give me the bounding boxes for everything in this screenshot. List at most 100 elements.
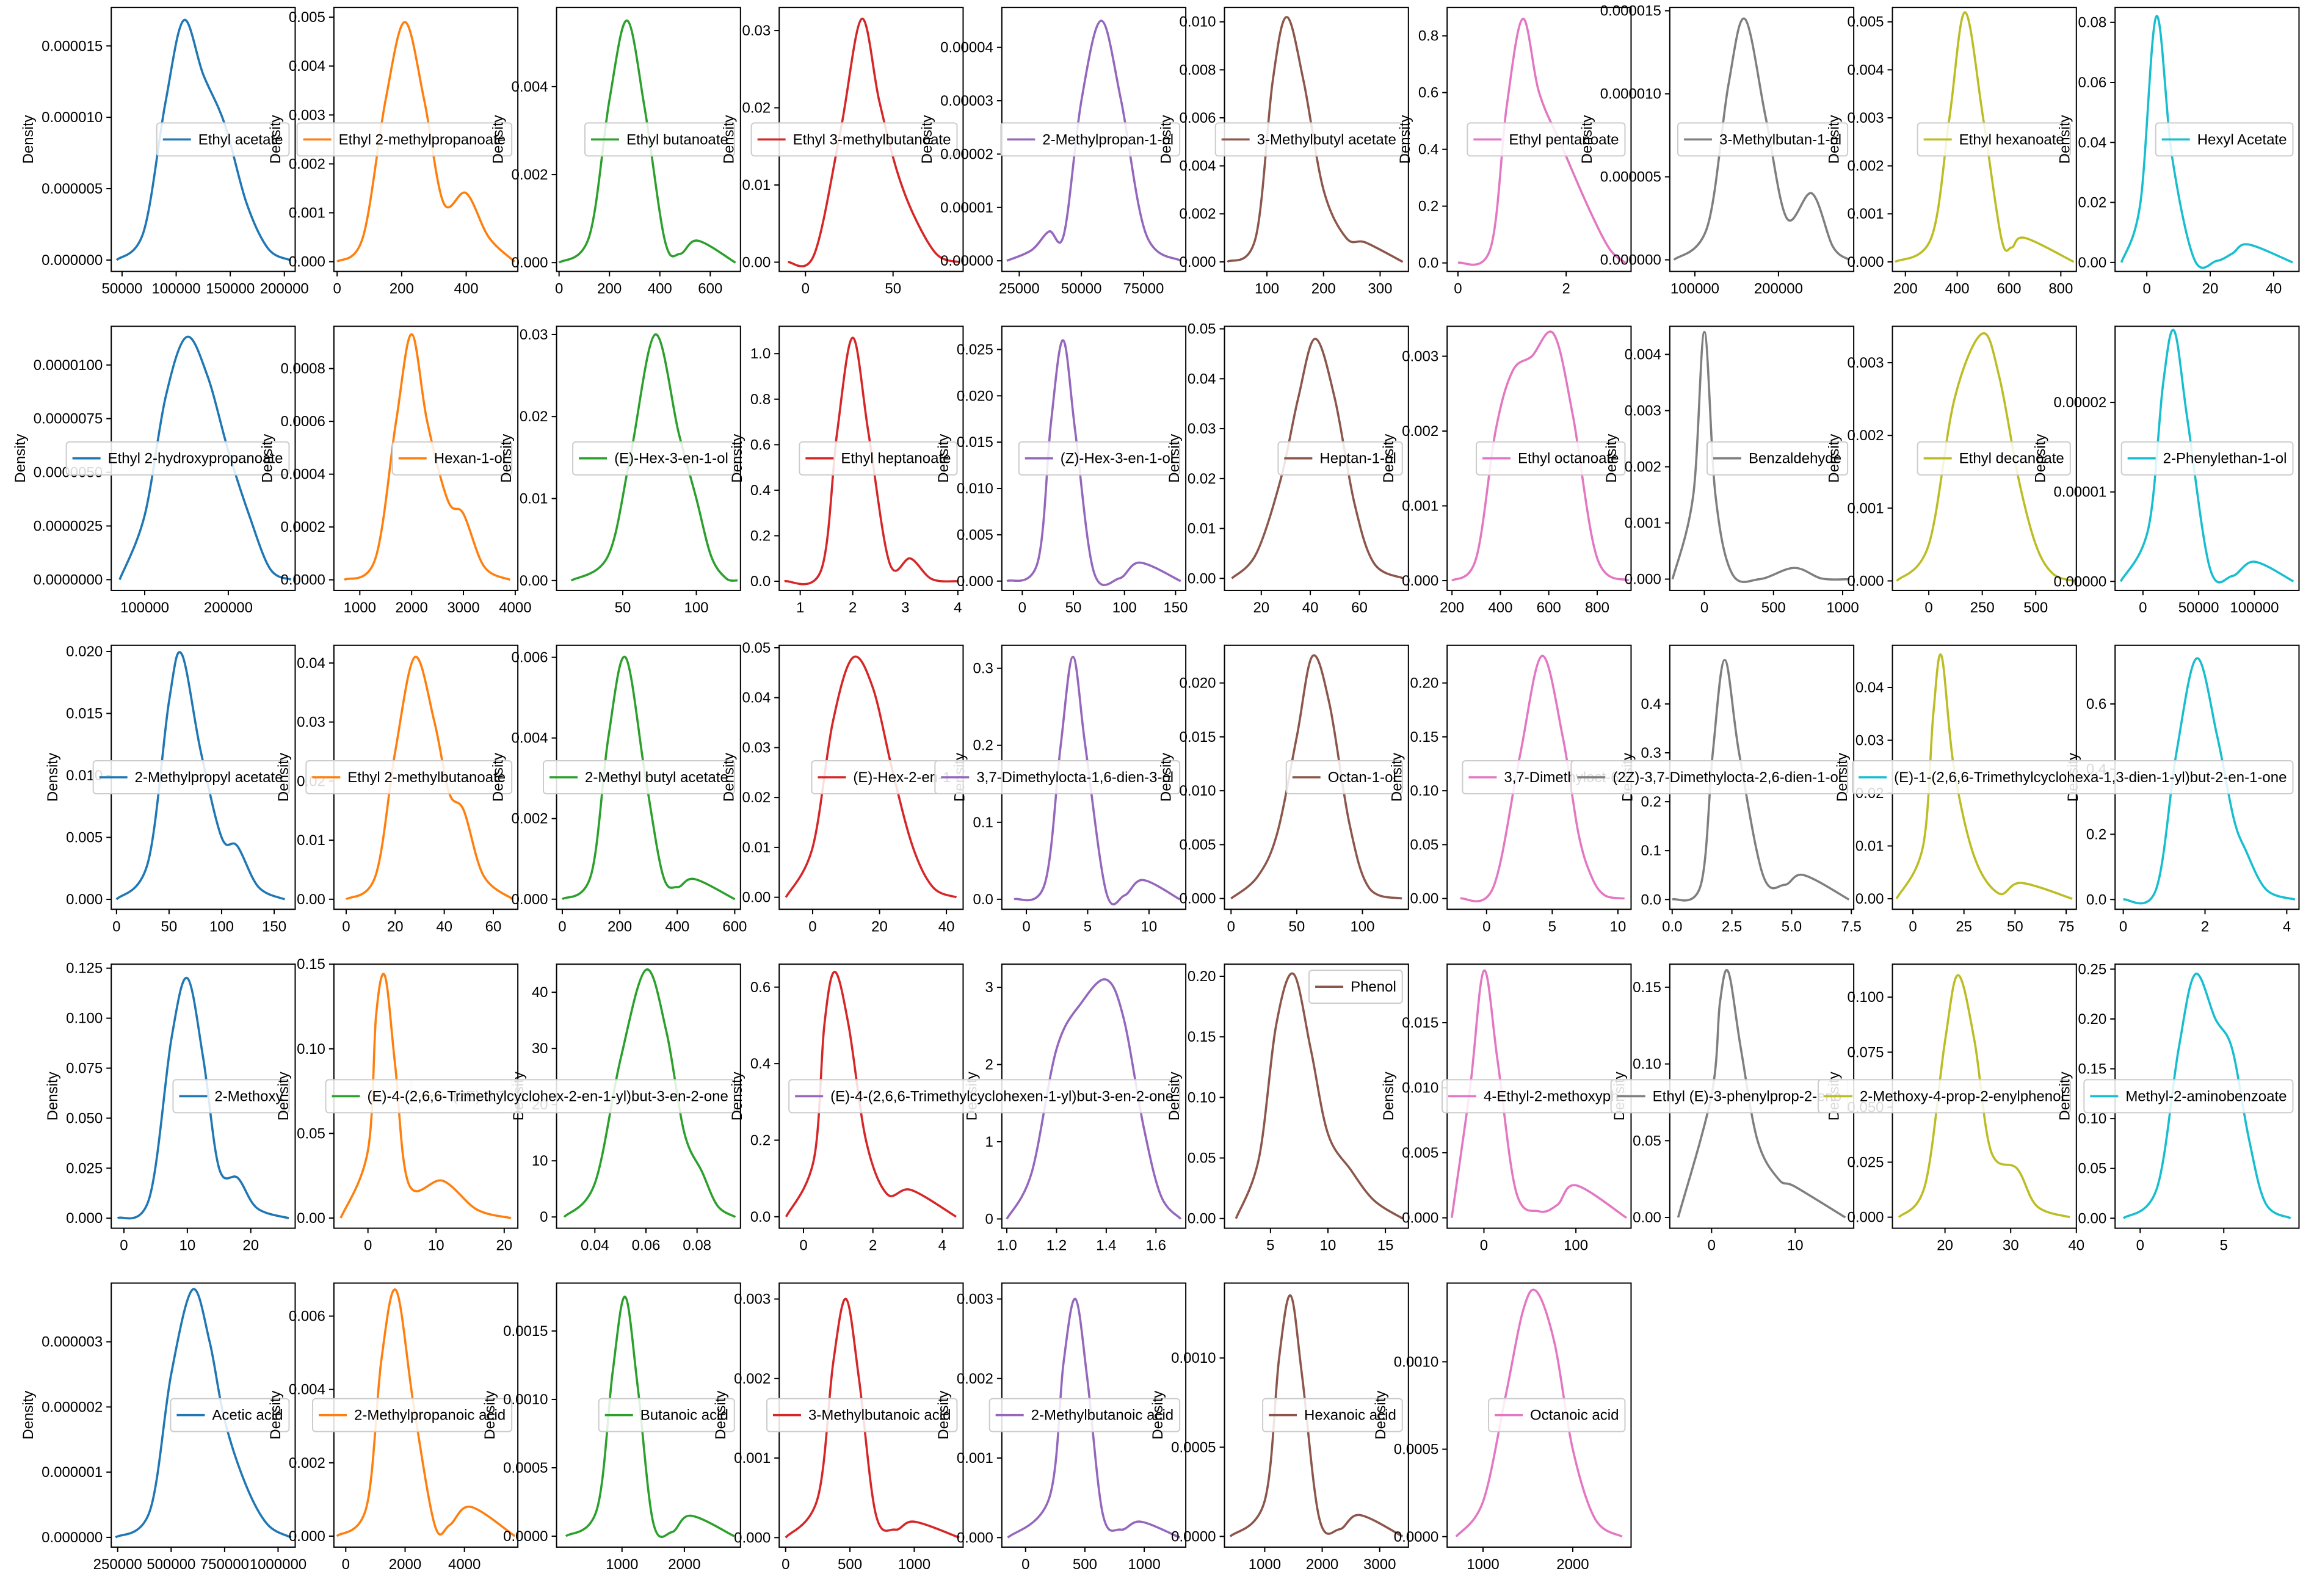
legend-box [750,122,958,157]
y-tick-label: 0.20 [1410,675,1438,692]
density-line [785,655,957,899]
y-tick-label: 0.004 [1625,346,1661,363]
legend: Hexanoic acid [1262,1398,1403,1432]
x-tick-label: 10 [1787,1238,1804,1254]
y-tick-label: 0.002 [957,1371,993,1387]
x-tick-label: 0 [1454,281,1462,297]
density-line [336,21,516,263]
subplot: 0.00 0.05 0.10 0.15 0.20 5 10 15 Density Phenol [1166,963,1409,1254]
y-tick-label: 0.001 [734,1450,771,1467]
x-tick-label: 20 [2202,281,2219,297]
y-tick-label: 0.000 [511,891,548,908]
x-tick-label: 1000 [1467,1556,1499,1573]
x-tick-label: 500 [2023,600,2048,616]
y-tick-label: 0.00000 [2053,573,2106,590]
y-tick-label: 0.25 [2078,961,2106,978]
y-tick-label: 0.02 [1188,471,1216,487]
y-axis-label: Density [1166,1072,1183,1120]
y-tick-label: 0.10 [2078,1111,2106,1127]
x-tick-label: 0 [1021,1556,1029,1573]
subplot: 0.0 0.1 0.2 0.3 0 5 10 Density3,7-Dimethylocta-… [934,644,1187,935]
x-tick-label: 1000 [898,1556,930,1573]
y-tick-label: 0.01 [520,491,548,507]
y-tick-label: 0.00 [1410,891,1438,907]
x-tick-label: 250000 [93,1556,142,1573]
y-tick-label: 0.2 [750,528,771,544]
legend-box [543,760,735,795]
x-tick-label: 200 [1311,281,1336,297]
x-tick-label: 200000 [204,600,253,616]
y-tick-label: 0.2 [973,738,993,754]
x-tick-label: 5 [1548,918,1556,935]
y-tick-label: 0.2 [2086,826,2106,843]
subplot: 0.0000.0250.0500.0750.100203040Density2-… [1817,963,2084,1254]
legend: 2-Methylbutanoic acid [988,1398,1181,1432]
y-tick-label: 10 [532,1153,548,1169]
legend-box [65,441,290,476]
legend-label: Acetic acid [212,1407,283,1424]
y-axis-label: Density [1397,115,1413,164]
density-line [1896,332,2075,582]
y-tick-label: 0.01 [297,832,325,849]
x-tick-label: 500 [1761,600,1786,616]
x-tick-label: 1000 [1826,600,1859,616]
subplot: 0.000 0.001 0.002 0.003 0.004 0.005 0 200 400 Den… [267,7,519,297]
x-tick-label: 3000 [447,600,479,616]
x-tick-label: 400 [665,918,689,935]
y-tick-label: 0.001 [1847,500,1884,517]
x-tick-label: 500 [838,1556,862,1573]
legend: Ethyl 3-methylbutanoate [750,122,958,157]
x-tick-label: 40 [938,918,955,935]
density-line [1457,17,1627,266]
x-tick-label: 0.0 [1662,918,1682,935]
x-tick-label: 20 [242,1238,259,1254]
density-line [117,977,289,1220]
x-tick-label: 20 [1253,600,1269,616]
legend: (E)-4-(2,6,6-Trimethylcyclohex-2-en-1-yl… [325,1079,735,1114]
legend: (E)-1-(2,6,6-Trimethylcyclohexa-1,3-dien… [1852,760,2294,795]
legend: Ethyl 2-methylpropanoate [296,122,513,157]
y-tick-label: 0.002 [1402,423,1438,440]
x-tick-label: 750000 [200,1556,249,1573]
y-tick-label: 0.002 [289,1455,325,1471]
x-tick-label: 10 [1141,918,1158,935]
y-tick-label: 0.005 [957,527,993,543]
subplot: 0.0000 0.0005 0.0010 1000 2000 Density Octanoi… [1373,1282,1632,1573]
y-tick-label: 0.00 [742,890,771,906]
y-tick-label: 0.00000 [940,253,993,269]
x-tick-label: 2000 [668,1556,700,1573]
y-tick-label: 0.004 [289,58,325,74]
y-tick-label: 0.0005 [1394,1442,1438,1458]
y-tick-label: 0.004 [511,730,548,747]
y-tick-label: 1 [985,1134,993,1150]
x-tick-label: 50000 [2178,600,2219,616]
y-tick-label: 30 [532,1040,548,1057]
x-tick-label: 60 [1351,600,1368,616]
y-tick-label: 0.3 [973,661,993,677]
legend: (E)-Hex-3-en-1-ol [572,441,735,476]
x-tick-label: 200 [608,918,632,935]
y-axis-label: Density [1826,115,1842,164]
y-axis-label: Density [1834,753,1851,802]
x-tick-label: 40 [1302,600,1319,616]
axes-frame [1224,1282,1409,1548]
x-tick-label: 1.2 [1046,1238,1067,1254]
density-line [558,20,736,264]
x-tick-label: 400 [1488,600,1512,616]
axes-frame [1224,325,1409,591]
x-tick-label: 40 [2266,281,2282,297]
legend: Benzaldehyde [1706,441,1849,476]
x-tick-label: 0 [342,1556,350,1573]
y-axis-label: Density [1166,434,1183,483]
y-tick-label: 0.000005 [42,181,103,197]
x-tick-label: 10 [180,1238,196,1254]
x-tick-label: 4000 [448,1556,481,1573]
legend: Acetic acid [170,1398,290,1432]
subplot: 0.00000000.00000250.00000500.00000750.00… [12,325,296,616]
subplot: 0 1 2 3 1.0 1.2 1.4 1.6 Density(E)-4-(2,6,6-Trim… [788,963,1187,1254]
x-tick-label: 5 [1084,918,1092,935]
density-line [1006,20,1182,262]
x-tick-label: 50 [161,918,178,935]
legend-label: Phenol [1351,979,1396,995]
x-tick-label: 25 [1956,918,1972,935]
